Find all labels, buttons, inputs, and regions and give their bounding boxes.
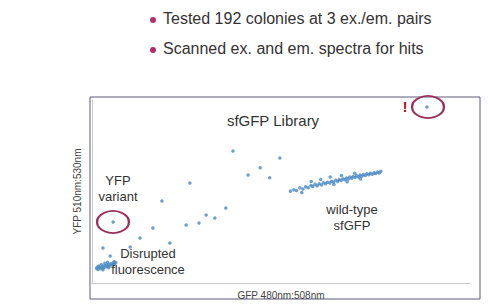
svg-text:sfGFP Library: sfGFP Library: [227, 112, 320, 129]
svg-text:fluorescence: fluorescence: [111, 262, 185, 277]
svg-text:wild-type: wild-type: [325, 202, 377, 217]
html-text:Tested 192 colonies at 3 ex./e: Tested 192 colonies at 3 ex./em. pairs: [163, 10, 432, 27]
svg-text:YFP: YFP: [105, 173, 130, 188]
html-text:Scanned ex. and em. spectra fo: Scanned ex. and em. spectra for hits: [163, 40, 424, 57]
svg-text:Disrupted: Disrupted: [120, 246, 176, 261]
svg-text:!: !: [403, 99, 408, 115]
svg-text:YFP 510nm:530nm: YFP 510nm:530nm: [72, 149, 83, 235]
svg-text:sfGFP: sfGFP: [334, 218, 371, 233]
svg-text:GFP 480nm:508nm: GFP 480nm:508nm: [237, 290, 324, 301]
svg-text:variant: variant: [98, 189, 137, 204]
